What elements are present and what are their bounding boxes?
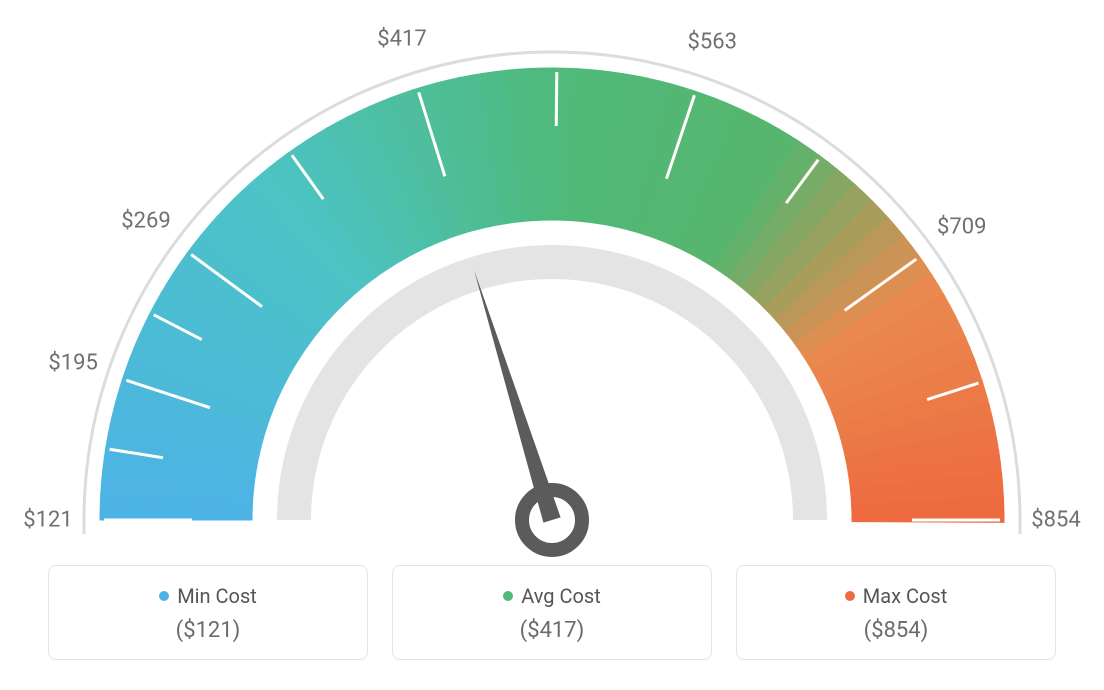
- legend-max-label: Max Cost: [757, 584, 1035, 608]
- legend-min-value: ($121): [69, 618, 347, 643]
- legend-avg-dot: [503, 591, 513, 601]
- gauge-tick-label: $195: [48, 350, 97, 375]
- gauge-tick-label: $563: [688, 30, 737, 55]
- cost-gauge-chart: $121 $195 $269 $417 $563 $709 $854: [0, 0, 1104, 560]
- legend-row: Min Cost ($121) Avg Cost ($417) Max Cost…: [0, 565, 1104, 660]
- legend-min-text: Min Cost: [177, 584, 257, 608]
- legend-avg-box: Avg Cost ($417): [392, 565, 712, 660]
- gauge-svg: [0, 0, 1104, 560]
- gauge-tick-label: $854: [1031, 508, 1080, 533]
- gauge-tick-label: $121: [23, 508, 72, 533]
- legend-min-label: Min Cost: [69, 584, 347, 608]
- legend-max-dot: [845, 591, 855, 601]
- legend-max-text: Max Cost: [863, 584, 948, 608]
- legend-avg-label: Avg Cost: [413, 584, 691, 608]
- legend-min-box: Min Cost ($121): [48, 565, 368, 660]
- legend-max-box: Max Cost ($854): [736, 565, 1056, 660]
- gauge-tick-label: $269: [121, 209, 170, 234]
- legend-min-dot: [159, 591, 169, 601]
- legend-max-value: ($854): [757, 618, 1035, 643]
- legend-avg-value: ($417): [413, 618, 691, 643]
- legend-avg-text: Avg Cost: [521, 584, 601, 608]
- gauge-tick-label: $417: [377, 26, 426, 51]
- gauge-tick-label: $709: [937, 214, 986, 239]
